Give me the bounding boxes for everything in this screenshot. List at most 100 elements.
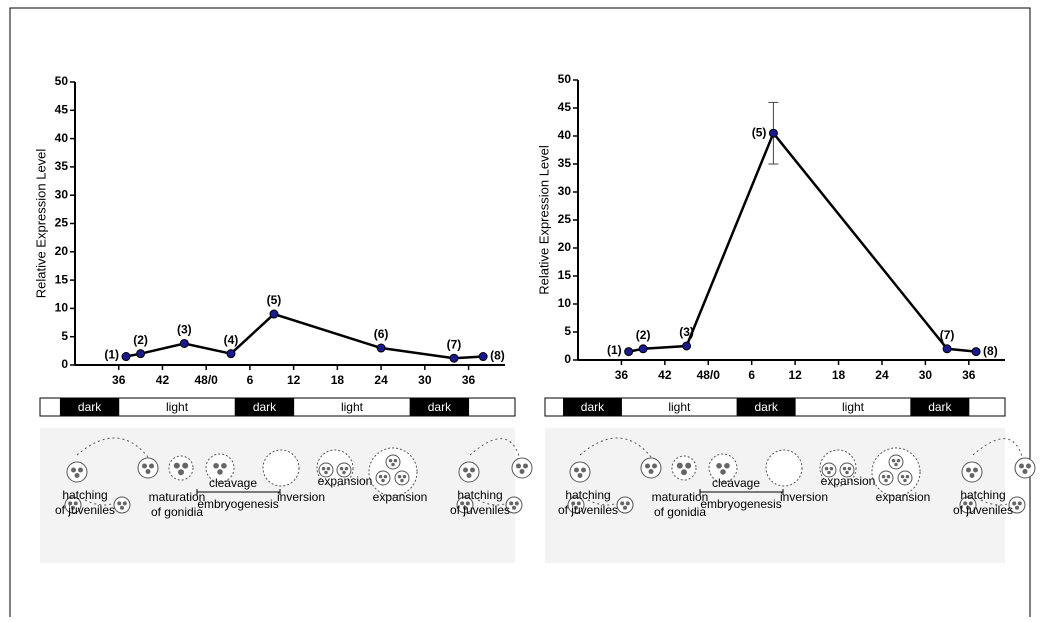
point-label: (8) <box>490 349 505 363</box>
y-tick-label: 30 <box>558 184 572 198</box>
gonidium <box>174 463 180 469</box>
point-label: (3) <box>177 323 192 337</box>
data-point <box>943 345 951 353</box>
point-label: (7) <box>447 337 462 351</box>
y-tick-label: 40 <box>55 131 69 145</box>
x-tick-label: 36 <box>962 368 976 382</box>
y-axis-label: Relative Expression Level <box>33 149 48 299</box>
spheroid <box>879 471 893 485</box>
bracket-label: embryogenesis <box>197 497 278 511</box>
stage-label: cleavage <box>209 476 257 490</box>
gonidium <box>123 501 127 505</box>
spheroid <box>459 462 479 482</box>
gonidium <box>389 459 393 463</box>
y-tick-label: 45 <box>55 102 69 116</box>
x-tick-label: 12 <box>287 373 301 387</box>
gonidium <box>515 501 519 505</box>
stage-label: of juveniles <box>450 503 510 517</box>
gonidium <box>340 467 344 471</box>
gonidium <box>897 459 901 463</box>
gonidium <box>1015 506 1019 510</box>
stage-label: hatching <box>457 488 502 502</box>
point-label: (5) <box>267 293 282 307</box>
spheroid <box>386 455 400 469</box>
gonidium <box>620 501 624 505</box>
spheroid <box>376 471 390 485</box>
gonidium <box>178 469 184 475</box>
gonidium <box>882 475 886 479</box>
x-tick-label: 42 <box>658 368 672 382</box>
gonidium <box>973 468 978 473</box>
x-tick-label: 30 <box>418 373 432 387</box>
point-label: (8) <box>983 344 998 358</box>
gonidium <box>182 463 188 469</box>
gonidium <box>394 459 398 463</box>
data-point <box>227 350 235 358</box>
x-tick-label: 6 <box>748 368 755 382</box>
point-label: (4) <box>224 333 239 347</box>
y-tick-label: 5 <box>564 324 571 338</box>
gonidium <box>345 467 349 471</box>
photoperiod-label: light <box>166 400 189 414</box>
gonidium <box>381 479 385 483</box>
stage-label: inversion <box>780 490 828 504</box>
gonidium <box>520 469 525 474</box>
gonidium <box>467 473 472 478</box>
data-point <box>625 348 633 356</box>
y-tick-label: 45 <box>558 100 572 114</box>
stage-label: expansion <box>876 490 931 504</box>
gonidium <box>581 468 586 473</box>
y-tick-label: 25 <box>55 216 69 230</box>
data-point <box>972 348 980 356</box>
point-label: (6) <box>374 327 389 341</box>
bracket-label: embryogenesis <box>700 497 781 511</box>
point-label: (2) <box>636 328 651 342</box>
spheroid <box>962 462 982 482</box>
photoperiod-label: dark <box>428 400 452 414</box>
gonidium <box>720 469 726 475</box>
point-label: (2) <box>133 333 148 347</box>
point-label: (1) <box>607 343 622 357</box>
stage-label: of juveniles <box>55 503 115 517</box>
data-point <box>180 339 188 347</box>
gonidium <box>574 468 579 473</box>
gonidium <box>384 475 388 479</box>
gonidium <box>512 506 516 510</box>
stage-label: cleavage <box>712 476 760 490</box>
gonidium <box>213 463 219 469</box>
spheroid <box>570 462 590 482</box>
gonidium <box>146 469 151 474</box>
spheroid <box>138 458 158 478</box>
gonidium <box>516 464 521 469</box>
photoperiod-label: light <box>842 400 865 414</box>
gonidium <box>1018 501 1022 505</box>
photoperiod-label: dark <box>928 400 952 414</box>
gonidium <box>652 464 657 469</box>
x-tick-label: 36 <box>462 373 476 387</box>
y-tick-label: 0 <box>564 352 571 366</box>
gonidium <box>887 475 891 479</box>
spheroid <box>114 497 130 513</box>
spheroid <box>169 456 193 480</box>
gonidium <box>75 473 80 478</box>
spheroid <box>1015 458 1035 478</box>
y-tick-label: 20 <box>558 240 572 254</box>
x-tick-label: 24 <box>875 368 889 382</box>
gonidium <box>327 467 331 471</box>
gonidium <box>379 475 383 479</box>
gonidium <box>322 467 326 471</box>
gonidium <box>398 475 402 479</box>
spheroid <box>641 458 661 478</box>
gonidium <box>892 459 896 463</box>
gonidium <box>901 475 905 479</box>
gonidium <box>117 501 121 505</box>
y-tick-label: 15 <box>558 268 572 282</box>
x-tick-label: 12 <box>788 368 802 382</box>
gonidium <box>649 469 654 474</box>
x-tick-label: 24 <box>374 373 388 387</box>
gonidium <box>523 464 528 469</box>
data-point <box>122 353 130 361</box>
gonidium <box>1023 469 1028 474</box>
y-tick-label: 10 <box>55 301 69 315</box>
line <box>629 133 976 351</box>
